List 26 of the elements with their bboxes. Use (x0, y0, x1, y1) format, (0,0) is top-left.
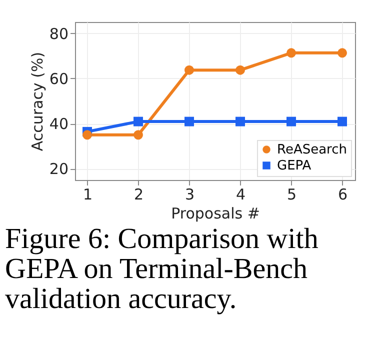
point (184, 65, 194, 75)
legend-label: ReASearch (277, 142, 348, 158)
point (338, 116, 347, 126)
x-tick-label: 6 (338, 186, 348, 204)
y-tick-label: 40 (49, 115, 68, 134)
legend-label: GEPA (277, 158, 312, 174)
point (236, 116, 245, 126)
point (338, 48, 347, 58)
point (286, 48, 296, 58)
y-tick-label: 80 (49, 24, 68, 43)
x-tick-label: 2 (134, 186, 144, 204)
y-tick-label: 60 (49, 70, 68, 88)
point (82, 130, 92, 140)
y-axis-title: Accuracy (%) (28, 52, 46, 152)
x-tick-label: 5 (286, 186, 297, 204)
caption: Figure 6: Comparison with GEPA on Terminal-Bench validation accuracy. (5, 223, 319, 315)
y-tick-label: 20 (49, 160, 68, 178)
point (236, 65, 245, 75)
point (286, 116, 296, 126)
x-tick-label: 1 (82, 186, 93, 204)
x-tick-label: 3 (184, 186, 195, 204)
point (134, 116, 143, 126)
point (184, 116, 194, 126)
x-tick-label: 4 (236, 186, 246, 204)
x-axis-title: Proposals # (171, 204, 260, 222)
point (134, 130, 143, 140)
